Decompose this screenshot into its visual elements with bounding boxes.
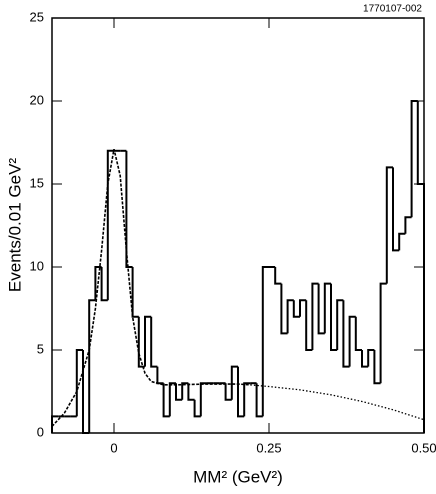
y-tick-label: 15 [30,175,44,190]
histogram-bin [106,149,114,301]
histogram-bin [305,300,313,351]
histogram-bin [82,350,90,434]
histogram-bin [311,282,319,350]
fit-curve [51,148,251,427]
histogram-bin [274,267,282,285]
x-tick-label: 0.50 [411,440,436,455]
histogram-bin [224,383,232,401]
histogram-bin [187,383,195,401]
histogram-bin [280,283,288,335]
histogram-bin [125,150,133,268]
histogram-bin [286,299,294,334]
histogram-bin [243,382,251,417]
histogram-bin [131,267,139,318]
histogram-bin [156,366,164,385]
histogram-bin [255,383,263,418]
histogram-bin [181,382,189,400]
histogram-bin [379,282,387,384]
histogram-bin [51,415,59,433]
histogram-bin [94,266,102,301]
histogram-bin [398,232,406,251]
histogram-bin [323,282,331,334]
y-tick-label: 20 [30,92,44,107]
histogram-bin [336,299,344,350]
histogram-bin [199,382,207,417]
annotation: 1770107-002 [363,4,422,15]
histogram-bin [88,299,96,433]
histogram-bin [354,316,362,351]
histogram-bin [416,101,425,433]
histogram-bin [392,167,400,252]
histogram-bin [150,316,158,368]
y-tick-label: 10 [30,258,44,273]
y-tick-label: 0 [37,424,44,439]
x-tick-label: 0 [110,440,117,455]
histogram-bin [361,350,369,368]
histogram-bin [348,315,356,367]
histogram-bin [404,216,412,234]
x-axis-label: MM² (GeV²) [193,467,283,486]
fit-curve [250,384,425,421]
y-axis-label: Events/0.01 GeV² [5,158,24,293]
y-tick-label: 5 [37,341,44,356]
histogram-bin [75,349,83,417]
histogram-bin [162,383,170,418]
histogram-bin [175,383,183,401]
y-tick-label: 25 [30,9,44,24]
histogram-bin [144,315,152,367]
histogram-bin [367,349,375,367]
histogram-bin [330,283,338,351]
histogram-bin [342,300,350,368]
histogram-bin [100,267,108,302]
histogram-bin [292,300,300,318]
histogram-bin [410,100,418,218]
histogram-bin [193,399,201,418]
x-tick-label: 0.25 [256,440,281,455]
histogram-bin [230,365,238,400]
histogram-bin [168,382,176,417]
histogram-bin [237,366,245,418]
histogram-bin [299,299,307,317]
histogram-bin [385,166,393,284]
histogram-bin [261,266,269,417]
histogram-bin [373,350,381,385]
histogram-bin [317,283,325,335]
